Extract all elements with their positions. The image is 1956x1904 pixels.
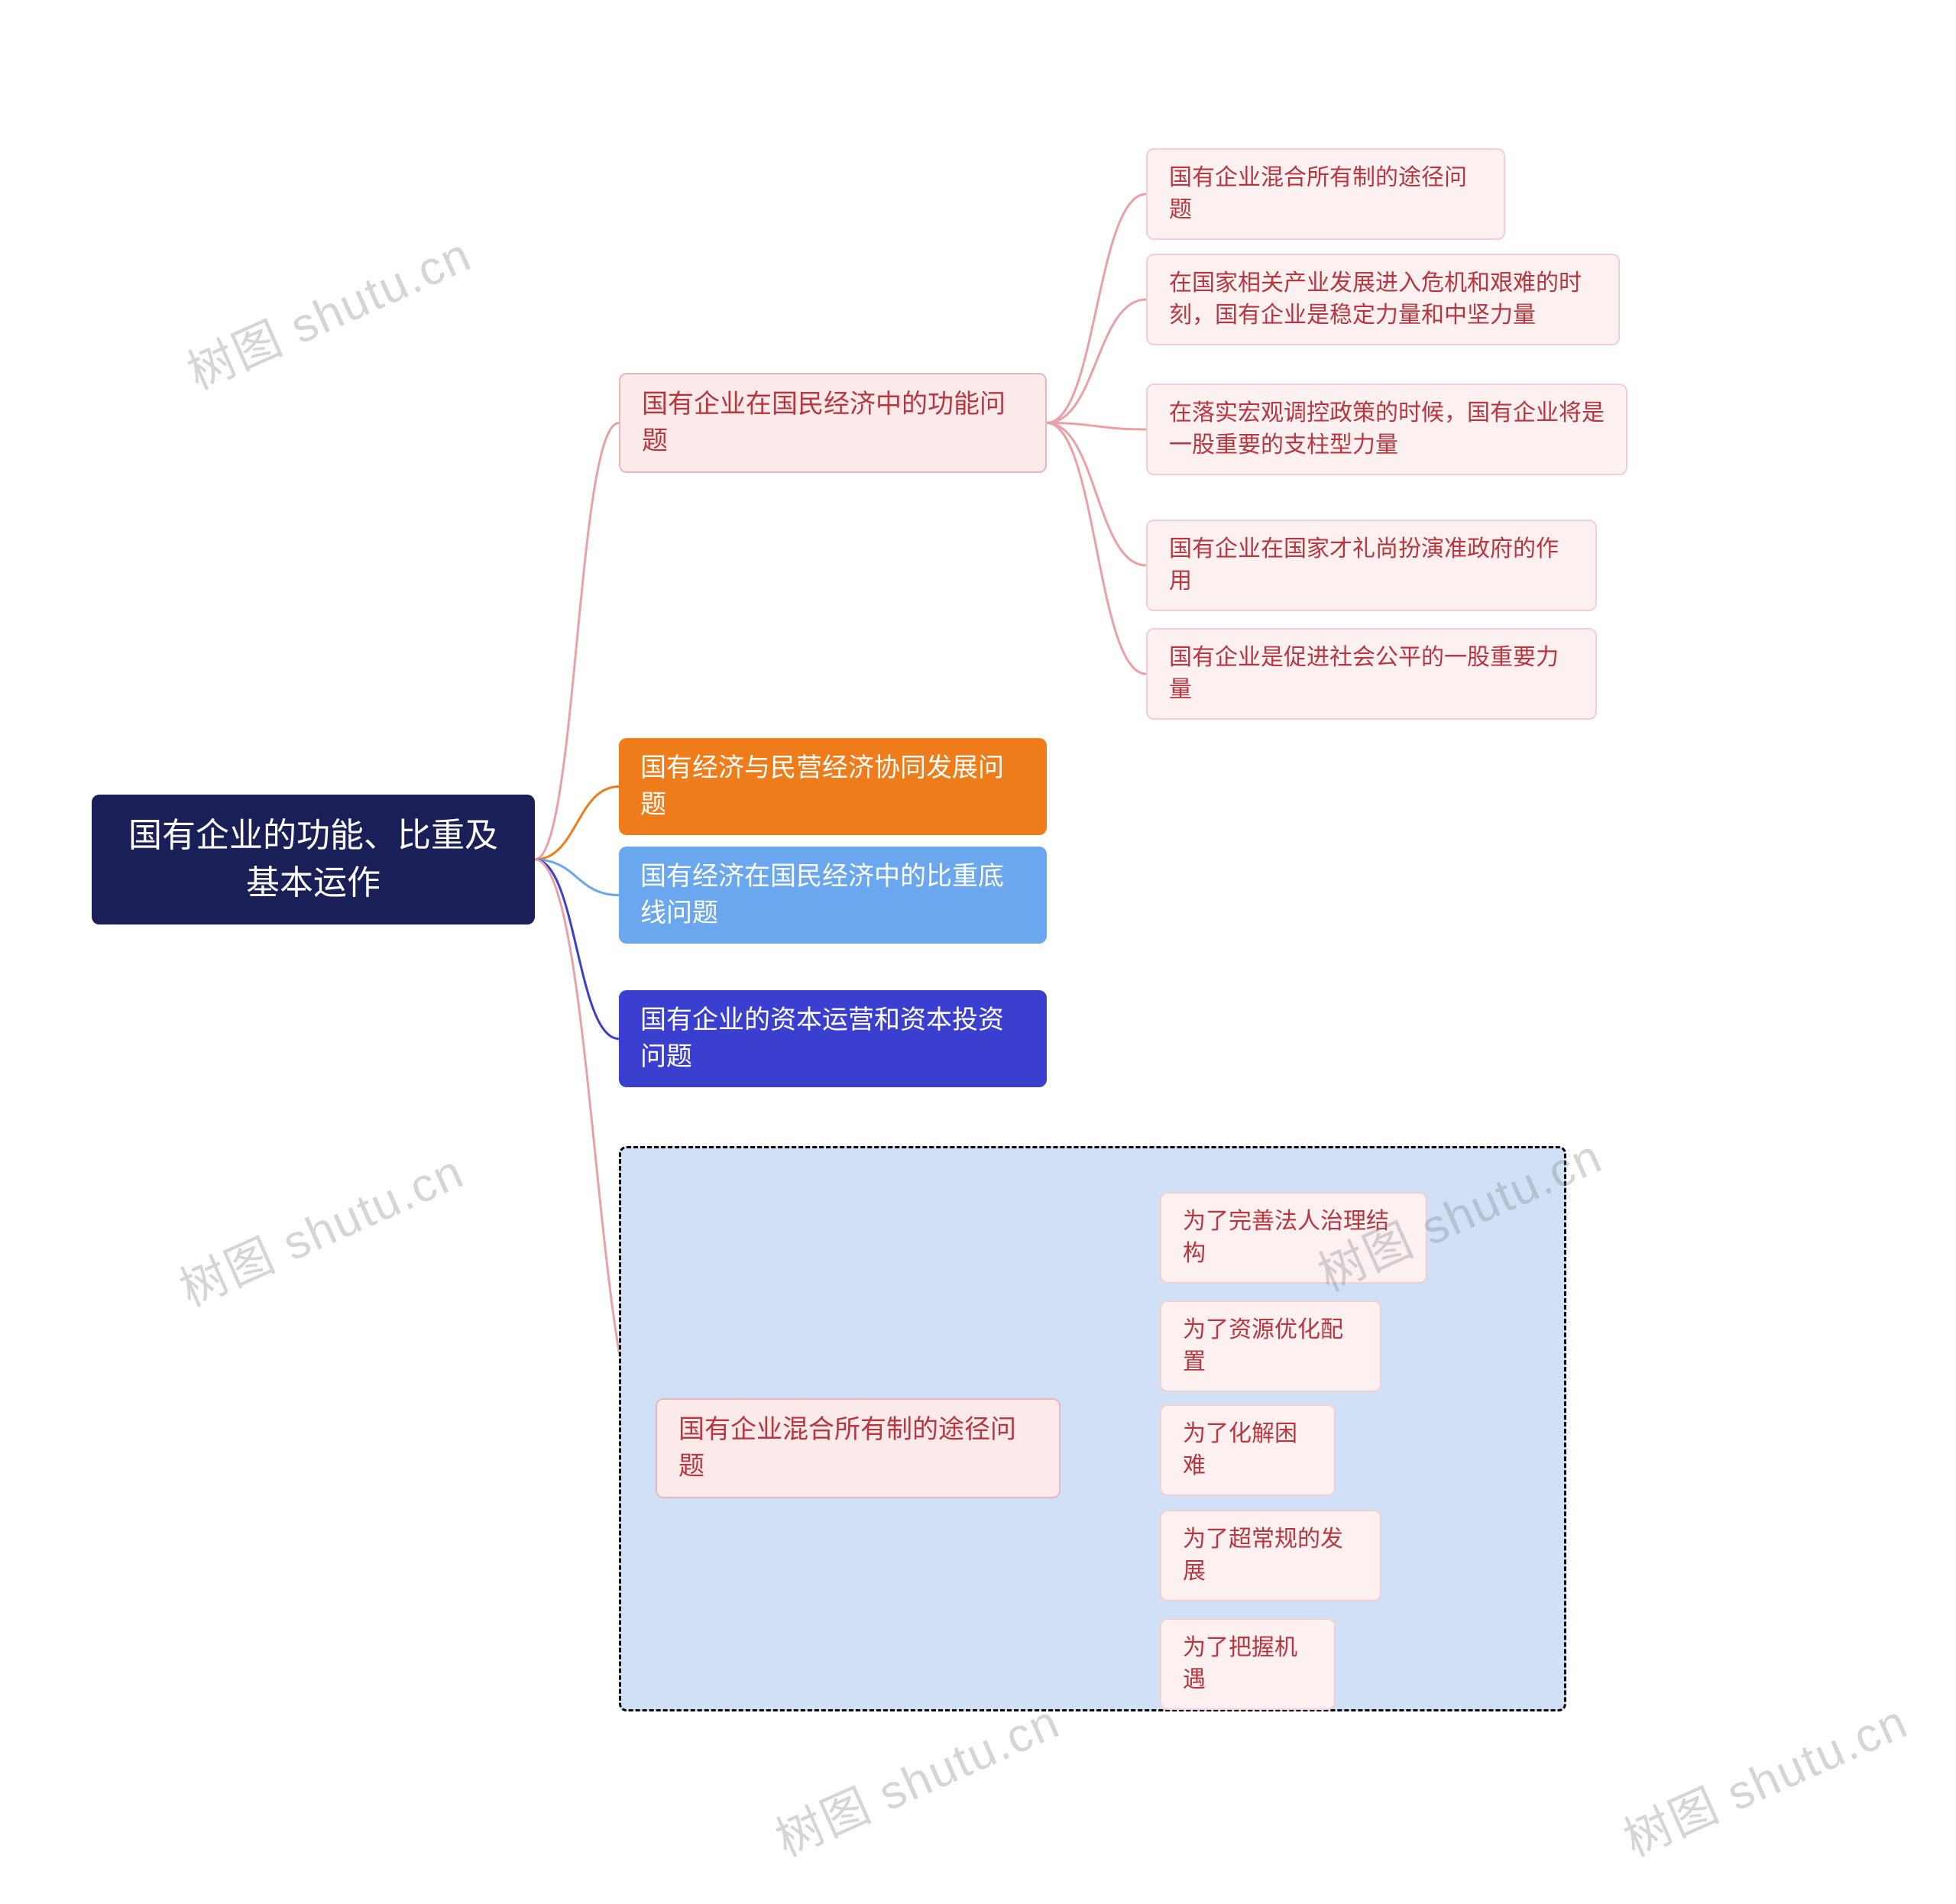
leaf-node-1-4: 国有企业在国家才礼尚扮演准政府的作用: [1146, 520, 1597, 611]
watermark-text: 树图 shutu.cn: [167, 1133, 473, 1320]
leaf-node-1-1: 国有企业混合所有制的途径问题: [1146, 148, 1505, 240]
leaf-node-1-3: 在落实宏观调控政策的时候，国有企业将是一股重要的支柱型力量: [1146, 384, 1627, 475]
leaf-node-5-3: 为了化解困难: [1160, 1404, 1336, 1496]
watermark-text: 树图 shutu.cn: [175, 216, 481, 403]
branch-node-2: 国有经济与民营经济协同发展问题: [619, 738, 1047, 835]
leaf-node-1-4-label: 国有企业在国家才礼尚扮演准政府的作用: [1169, 533, 1574, 597]
leaf-node-1-3-label: 在落实宏观调控政策的时候，国有企业将是一股重要的支柱型力量: [1169, 397, 1605, 461]
leaf-node-5-5: 为了把握机遇: [1160, 1618, 1336, 1710]
leaf-node-5-3-label: 为了化解困难: [1183, 1418, 1313, 1482]
leaf-node-1-2-label: 在国家相关产业发展进入危机和艰难的时刻，国有企业是稳定力量和中坚力量: [1169, 267, 1597, 332]
leaf-node-5-1-label: 为了完善法人治理结构: [1183, 1206, 1404, 1270]
root-node: 国有企业的功能、比重及基本运作: [92, 795, 535, 924]
branch-node-1-label: 国有企业在国民经济中的功能问题: [642, 387, 1024, 459]
leaf-node-5-2: 为了资源优化配置: [1160, 1300, 1381, 1392]
leaf-node-5-2-label: 为了资源优化配置: [1183, 1314, 1359, 1378]
leaf-node-5-5-label: 为了把握机遇: [1183, 1632, 1313, 1696]
leaf-node-1-2: 在国家相关产业发展进入危机和艰难的时刻，国有企业是稳定力量和中坚力量: [1146, 254, 1620, 345]
watermark-text: 树图 shutu.cn: [1611, 1683, 1917, 1870]
branch-node-5: 国有企业混合所有制的途径问题: [656, 1398, 1061, 1498]
leaf-node-5-4-label: 为了超常规的发展: [1183, 1524, 1359, 1588]
branch-node-2-label: 国有经济与民营经济协同发展问题: [640, 750, 1025, 823]
leaf-node-1-5-label: 国有企业是促进社会公平的一股重要力量: [1169, 642, 1574, 706]
leaf-node-1-1-label: 国有企业混合所有制的途径问题: [1169, 162, 1482, 226]
branch-node-3-label: 国有经济在国民经济中的比重底线问题: [640, 859, 1025, 931]
leaf-node-5-1: 为了完善法人治理结构: [1160, 1192, 1427, 1284]
branch-node-3: 国有经济在国民经济中的比重底线问题: [619, 847, 1047, 944]
branch-node-1: 国有企业在国民经济中的功能问题: [619, 373, 1047, 473]
leaf-node-1-5: 国有企业是促进社会公平的一股重要力量: [1146, 628, 1597, 720]
mindmap-canvas: 国有企业的功能、比重及基本运作 国有企业在国民经济中的功能问题国有企业混合所有制…: [0, 0, 1956, 1904]
branch-node-4: 国有企业的资本运营和资本投资问题: [619, 990, 1047, 1087]
branch-node-5-label: 国有企业混合所有制的途径问题: [678, 1412, 1038, 1485]
leaf-node-5-4: 为了超常规的发展: [1160, 1510, 1381, 1601]
root-label: 国有企业的功能、比重及基本运作: [113, 812, 513, 906]
branch-node-4-label: 国有企业的资本运营和资本投资问题: [640, 1002, 1025, 1075]
